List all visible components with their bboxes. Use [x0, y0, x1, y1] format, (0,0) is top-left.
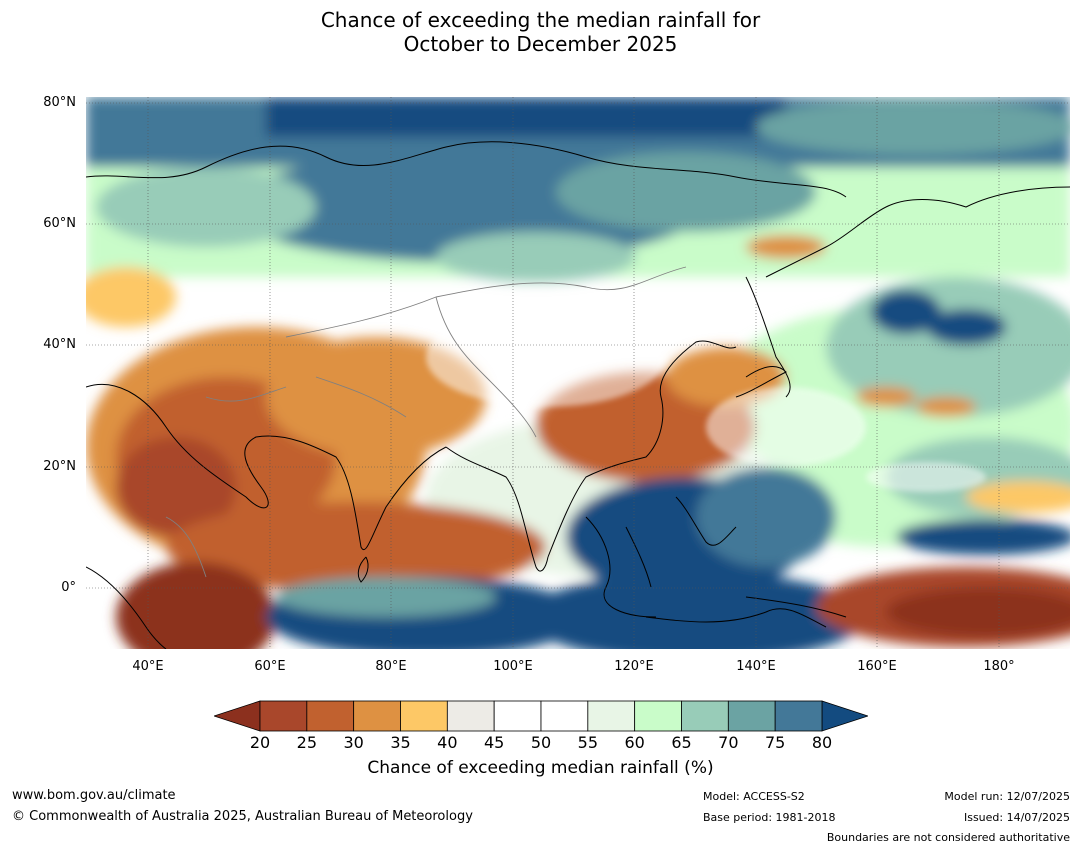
lon-label-80e: 80°E — [375, 659, 407, 674]
lon-label-140e: 140°E — [736, 659, 776, 674]
lon-label-180: 180° — [983, 659, 1015, 674]
colorbar — [214, 700, 868, 732]
colorbar-segment — [727, 700, 776, 732]
colorbar-tick: 80 — [811, 733, 833, 752]
lon-label-120e: 120°E — [614, 659, 654, 674]
title-line-2: October to December 2025 — [403, 32, 678, 56]
title-line-1: Chance of exceeding the median rainfall … — [320, 8, 761, 32]
colorbar-segment — [634, 700, 682, 732]
colorbar-tick: 20 — [249, 733, 271, 752]
colorbar-segment — [400, 700, 448, 732]
colorbar-segment — [306, 700, 355, 732]
colorbar-tick: 70 — [718, 733, 739, 752]
lon-label-60e: 60°E — [254, 659, 286, 674]
issued-text: Issued: 14/07/2025 — [963, 811, 1070, 824]
rainfall-map — [86, 97, 1070, 649]
disclaimer-text: Boundaries are not considered authoritat… — [826, 831, 1070, 844]
coastlines — [86, 141, 1070, 649]
colorbar-segment — [587, 700, 636, 732]
colorbar-tick: 30 — [343, 733, 364, 752]
contour-texture — [426, 307, 986, 492]
colorbar-label: Chance of exceeding median rainfall (%) — [367, 758, 714, 778]
colorbar-segment — [446, 700, 495, 732]
country-borders — [165, 266, 687, 578]
lat-label-60n: 60°N — [43, 216, 76, 231]
colorbar-segment — [353, 700, 401, 732]
lon-label-160e: 160°E — [857, 659, 897, 674]
lon-label-100e: 100°E — [493, 659, 533, 674]
colorbar-high-extend — [821, 700, 868, 732]
colorbar-tick: 75 — [764, 733, 786, 752]
colorbar-segment — [540, 700, 589, 732]
graticule — [86, 97, 1070, 649]
lat-label-40n: 40°N — [43, 337, 76, 352]
colorbar-segment — [681, 700, 729, 732]
colorbar-tick: 45 — [483, 733, 505, 752]
colorbar-segment — [774, 700, 823, 732]
map-svg — [86, 97, 1070, 649]
chart-title: Chance of exceeding the median rainfall … — [0, 8, 1081, 56]
copyright-text: © Commonwealth of Australia 2025, Austra… — [12, 809, 473, 824]
colorbar-tick: 65 — [671, 733, 692, 752]
colorbar-tick: 35 — [390, 733, 411, 752]
colorbar-tick: 60 — [624, 733, 645, 752]
model-run-text: Model run: 12/07/2025 — [944, 790, 1070, 803]
lon-label-40e: 40°E — [132, 659, 164, 674]
base-period-text: Base period: 1981-2018 — [703, 811, 836, 824]
website-link[interactable]: www.bom.gov.au/climate — [12, 788, 176, 803]
colorbar-tick: 55 — [577, 733, 598, 752]
lat-label-0: 0° — [61, 580, 76, 595]
colorbar-tick: 40 — [437, 733, 458, 752]
colorbar-segment — [493, 700, 542, 732]
colorbar-segment — [259, 700, 308, 732]
model-text: Model: ACCESS-S2 — [703, 790, 805, 803]
colorbar-tick: 25 — [296, 733, 317, 752]
colorbar-low-extend — [214, 700, 261, 732]
lat-label-20n: 20°N — [43, 459, 76, 474]
colorbar-tick: 50 — [530, 733, 552, 752]
lat-label-80n: 80°N — [43, 95, 76, 110]
